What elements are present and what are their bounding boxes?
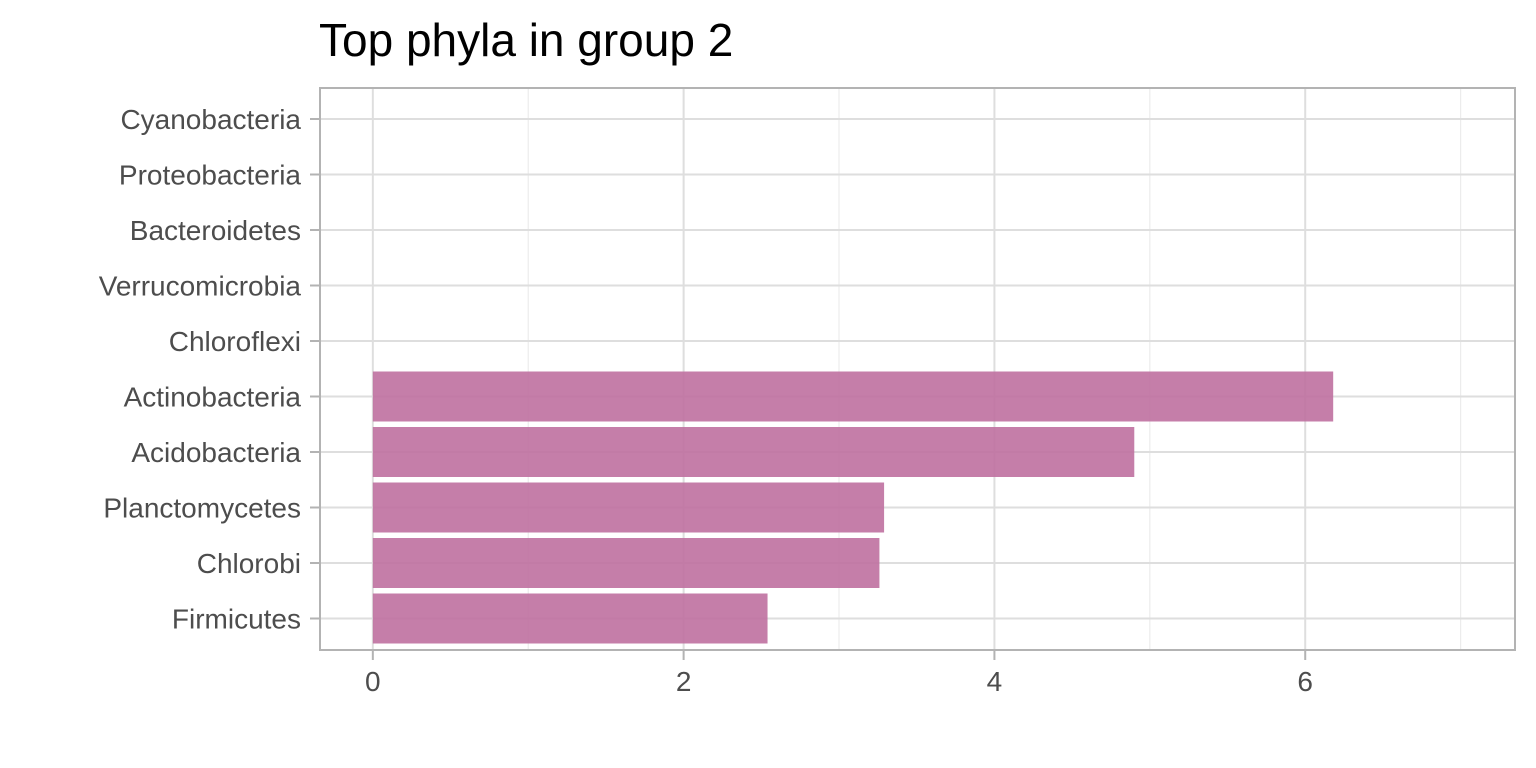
y-tick-label: Planctomycetes — [103, 493, 301, 524]
x-tick-label: 6 — [1297, 666, 1313, 697]
bar-planctomycetes — [372, 482, 885, 533]
x-tick-label: 0 — [365, 666, 381, 697]
y-tick-label: Acidobacteria — [131, 437, 301, 468]
bar-actinobacteria — [372, 371, 1334, 422]
plot-panel — [319, 87, 1516, 651]
y-tick-label: Chlorobi — [197, 548, 301, 579]
x-axis: 0 2 4 6 — [365, 650, 1313, 697]
y-tick-label: Firmicutes — [172, 604, 301, 635]
y-tick-label: Actinobacteria — [124, 382, 302, 413]
y-axis: Cyanobacteria Proteobacteria Bacteroidetes… — [99, 104, 320, 635]
y-tick-label: Chloroflexi — [169, 326, 301, 357]
y-tick-label: Bacteroidetes — [130, 215, 301, 246]
panel-border — [319, 87, 1516, 651]
y-tick-label: Cyanobacteria — [120, 104, 301, 135]
y-tick-label: Proteobacteria — [119, 160, 302, 191]
bar-firmicutes — [372, 593, 768, 644]
x-tick-label: 4 — [987, 666, 1003, 697]
bar-acidobacteria — [372, 427, 1135, 477]
bar-chlorobi — [372, 538, 880, 588]
x-tick-label: 2 — [676, 666, 692, 697]
y-tick-label: Verrucomicrobia — [99, 271, 302, 302]
chart-title: Top phyla in group 2 — [319, 14, 733, 66]
